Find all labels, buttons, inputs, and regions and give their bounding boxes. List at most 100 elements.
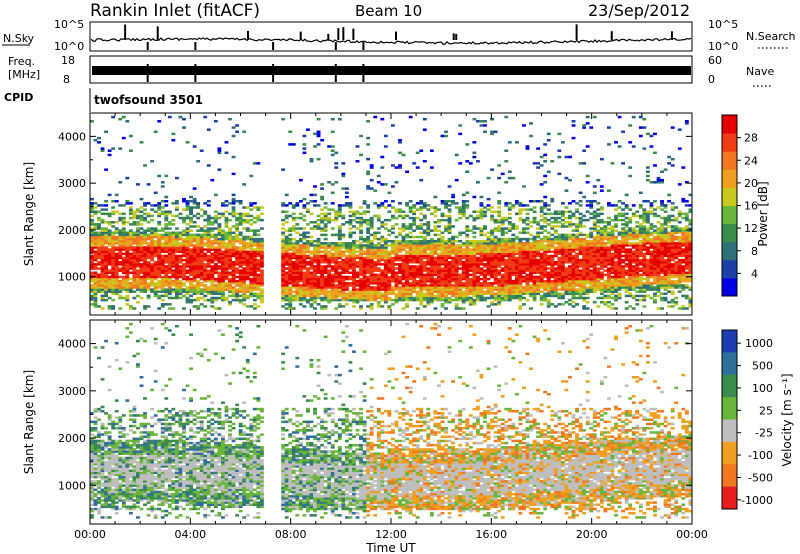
- power-cell: [490, 269, 494, 272]
- power-cell: [511, 248, 516, 251]
- power-cell: [408, 208, 413, 211]
- power-cell: [497, 277, 502, 281]
- power-cell: [490, 284, 494, 287]
- power-cell: [228, 288, 232, 291]
- freq-tick-top: 18: [61, 54, 75, 67]
- power-cell: [518, 296, 523, 300]
- power-cell: [153, 292, 158, 296]
- power-cell: [291, 218, 296, 222]
- power-cell: [107, 254, 112, 258]
- power-cell: [405, 170, 409, 174]
- power-cell: [539, 227, 544, 230]
- power-cell: [564, 244, 569, 247]
- power-cell: [376, 214, 381, 218]
- power-cell: [352, 210, 356, 213]
- power-cell: [454, 298, 459, 302]
- power-cell: [522, 279, 526, 283]
- power-cell: [341, 294, 346, 298]
- power-cell: [419, 202, 424, 205]
- power-cell: [132, 286, 137, 289]
- power-cell: [164, 231, 169, 235]
- power-cell: [557, 294, 562, 298]
- power-cell: [291, 296, 296, 300]
- power-cell: [128, 233, 133, 237]
- power-cell: [320, 305, 325, 308]
- power-cell: [440, 260, 445, 264]
- power-cell: [401, 254, 406, 258]
- power-cell: [458, 260, 463, 264]
- power-cell: [189, 250, 193, 253]
- power-cell: [213, 284, 218, 287]
- power-cell: [139, 235, 144, 239]
- power-cell: [189, 282, 193, 285]
- power-cell: [394, 294, 399, 298]
- power-cell: [437, 258, 441, 262]
- power-cell: [313, 254, 317, 258]
- power-cell: [213, 218, 218, 222]
- power-cell: [249, 250, 254, 253]
- power-cell: [118, 252, 123, 256]
- power-cell: [479, 195, 484, 199]
- power-cell: [422, 260, 427, 264]
- power-cell: [104, 277, 108, 281]
- power-cell: [118, 231, 123, 235]
- power-cell: [189, 235, 193, 239]
- power-cell: [490, 117, 494, 121]
- power-cell: [259, 246, 264, 249]
- power-cell: [497, 242, 502, 245]
- power-cell: [97, 288, 101, 291]
- power-cell: [458, 298, 463, 302]
- power-cell: [228, 279, 232, 283]
- power-cell: [114, 258, 119, 262]
- power-cell: [507, 256, 512, 260]
- power-cell: [366, 206, 371, 209]
- power-cell: [529, 122, 533, 125]
- power-cell: [525, 292, 530, 296]
- power-cell: [468, 267, 473, 270]
- power-cell: [228, 233, 232, 237]
- power-cell: [373, 214, 378, 218]
- power-cell: [373, 273, 378, 277]
- power-cell: [143, 208, 147, 211]
- power-cell: [440, 246, 445, 249]
- power-cell: [235, 199, 240, 203]
- power-cell: [228, 227, 232, 230]
- power-cell: [546, 170, 551, 174]
- power-cell: [174, 286, 179, 289]
- power-cell: [454, 263, 459, 266]
- power-cell: [348, 202, 353, 205]
- power-cell: [217, 147, 222, 150]
- power-cell: [107, 229, 112, 232]
- power-cell: [461, 208, 466, 211]
- power-cell: [472, 250, 477, 253]
- power-cell: [164, 244, 169, 247]
- power-cell: [153, 244, 158, 247]
- power-cell: [125, 235, 130, 239]
- power-cell: [546, 258, 551, 262]
- power-cell: [571, 124, 576, 127]
- power-cell: [206, 273, 211, 277]
- power-cell: [93, 237, 98, 241]
- power-cell: [334, 246, 339, 249]
- power-cell: [327, 282, 332, 285]
- power-cell: [490, 286, 494, 289]
- power-cell: [461, 250, 466, 253]
- power-cell: [447, 227, 452, 230]
- power-cell: [309, 288, 314, 291]
- power-cell: [536, 233, 541, 237]
- power-cell: [518, 279, 523, 283]
- power-cell: [465, 233, 470, 237]
- power-cell: [539, 244, 544, 247]
- power-cell: [408, 277, 413, 281]
- power-cell: [447, 300, 452, 304]
- power-cell: [575, 256, 579, 260]
- power-cell: [256, 208, 261, 211]
- power-cell: [472, 263, 477, 266]
- power-cell: [398, 269, 402, 272]
- power-cell: [167, 248, 172, 251]
- power-cell: [249, 248, 254, 251]
- power-cell: [228, 248, 232, 251]
- power-cell: [475, 271, 480, 275]
- power-cell: [228, 229, 232, 232]
- power-cell: [348, 250, 353, 253]
